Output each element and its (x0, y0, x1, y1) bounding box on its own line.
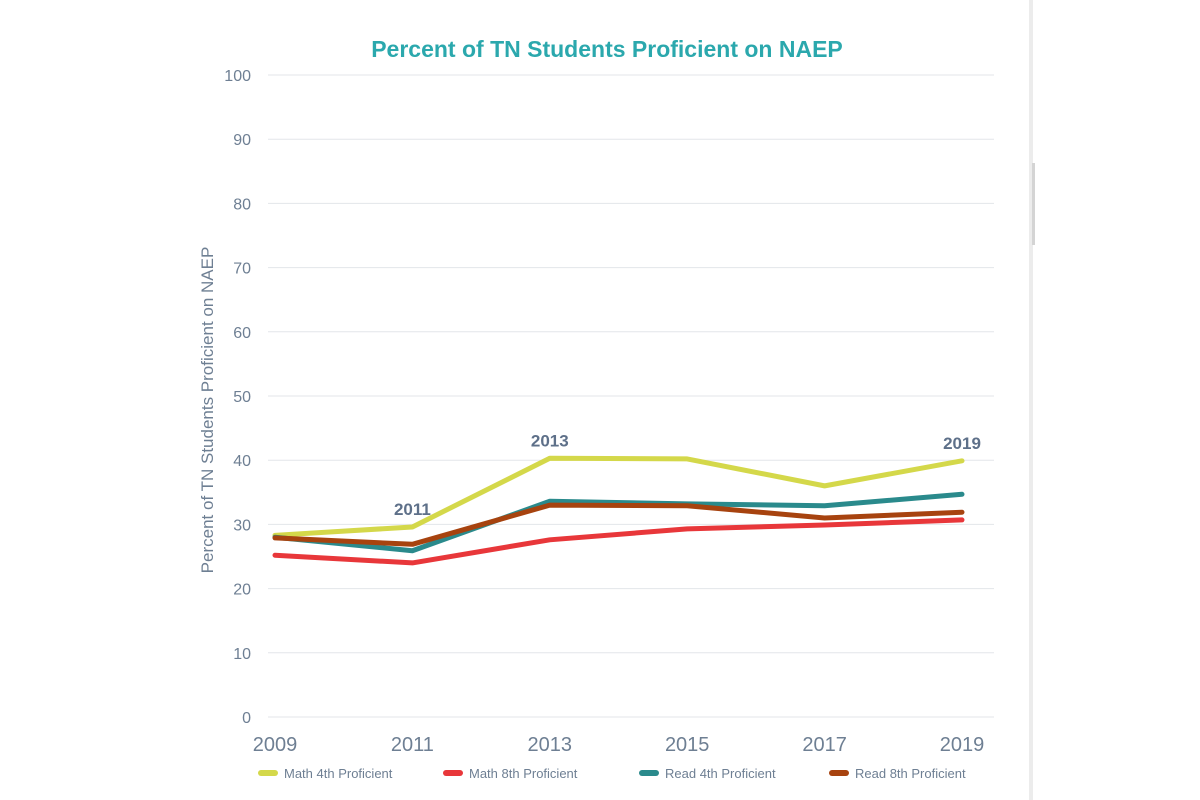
y-tick-label: 80 (233, 196, 251, 213)
x-axis-ticks: 2009 2011 2013 2015 2017 2019 (253, 734, 985, 756)
y-tick-label: 0 (242, 710, 251, 727)
y-tick-label: 100 (224, 68, 251, 85)
x-tick-label: 2011 (391, 734, 434, 756)
x-tick-label: 2009 (253, 734, 298, 756)
legend-label: Read 8th Proficient (855, 766, 966, 781)
scrollbar-thumb[interactable] (1032, 163, 1035, 245)
legend-item[interactable]: Math 8th Proficient (443, 766, 578, 781)
legend: Math 4th Proficient Math 8th Proficient Re… (258, 766, 966, 781)
annotation-label: 2011 (394, 500, 431, 519)
gridlines (268, 74, 994, 718)
series-lines (272, 455, 965, 566)
legend-label: Math 4th Proficient (284, 766, 393, 781)
y-tick-label: 70 (233, 261, 251, 278)
x-tick-label: 2013 (528, 734, 573, 756)
legend-item[interactable]: Math 4th Proficient (258, 766, 393, 781)
y-tick-label: 50 (233, 389, 251, 406)
y-tick-label: 60 (233, 325, 251, 342)
y-tick-label: 30 (233, 517, 251, 534)
legend-swatch (829, 770, 849, 776)
y-axis-label: Percent of TN Students Proficient on NAE… (198, 247, 217, 574)
series-line-read-4th-proficient (272, 491, 965, 554)
y-tick-label: 10 (233, 646, 251, 663)
x-tick-label: 2019 (940, 734, 985, 756)
y-tick-label: 20 (233, 582, 251, 599)
legend-swatch (258, 770, 278, 776)
annotations: 2011 2013 2019 (394, 431, 981, 519)
y-tick-label: 90 (233, 132, 251, 149)
series-line-read-8th-proficient (272, 502, 965, 547)
annotation-label: 2019 (943, 434, 981, 453)
legend-label: Read 4th Proficient (665, 766, 776, 781)
legend-item[interactable]: Read 4th Proficient (639, 766, 776, 781)
x-tick-label: 2015 (665, 734, 710, 756)
legend-item[interactable]: Read 8th Proficient (829, 766, 966, 781)
legend-swatch (443, 770, 463, 776)
chart-title: Percent of TN Students Proficient on NAE… (371, 36, 843, 62)
legend-swatch (639, 770, 659, 776)
x-tick-label: 2017 (802, 734, 847, 756)
y-axis-ticks: 0 10 20 30 40 50 60 70 80 90 100 (224, 68, 251, 727)
scrollbar-track[interactable] (1029, 0, 1033, 800)
annotation-label: 2013 (531, 431, 569, 450)
y-tick-label: 40 (233, 453, 251, 470)
series-line-math-4th-proficient (272, 455, 965, 538)
series-line-math-8th-proficient (272, 517, 965, 566)
legend-label: Math 8th Proficient (469, 766, 578, 781)
